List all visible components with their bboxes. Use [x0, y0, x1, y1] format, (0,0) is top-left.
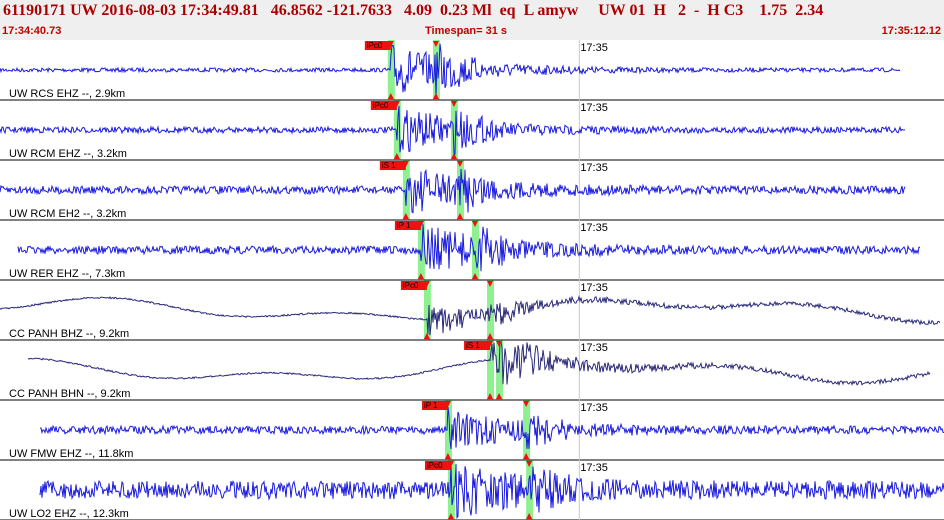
pick-label: iP 1: [424, 401, 438, 410]
trace-row[interactable]: 17:35 iPc0 UW RCM EHZ --, 3.2km: [0, 100, 944, 161]
pick-marker-top[interactable]: [447, 461, 454, 467]
pick-marker-bottom[interactable]: [523, 453, 530, 459]
pick-marker-bottom[interactable]: [432, 93, 439, 99]
minute-label: 17:35: [580, 342, 608, 354]
pick-marker-top[interactable]: [402, 161, 409, 167]
waveform: [0, 105, 906, 155]
pick-label: iPc0: [373, 101, 389, 110]
pick-marker-bottom[interactable]: [423, 333, 430, 339]
pick-window: [417, 220, 425, 280]
pick-marker-top[interactable]: [423, 281, 430, 287]
pick-marker-bottom[interactable]: [456, 213, 463, 219]
minute-label: 17:35: [580, 222, 608, 234]
pick-window: [444, 400, 452, 460]
trace-row[interactable]: 17:35 iP 1 UW FMW EHZ --, 11.8km: [0, 400, 944, 461]
trace-row[interactable]: 17:35 iS 1 UW RCM EH2 --, 3.2km: [0, 160, 944, 221]
pick-marker-top[interactable]: [387, 41, 394, 47]
pick-flag[interactable]: [394, 221, 421, 230]
pick-marker-bottom[interactable]: [444, 453, 451, 459]
pick-window: [523, 400, 531, 460]
trace-row[interactable]: 17:35 iPc0 UW LO2 EHZ --, 12.3km: [0, 460, 944, 520]
channel-label: UW RER EHZ --, 7.3km: [9, 268, 125, 280]
pick-marker-bottom[interactable]: [387, 93, 394, 99]
minute-label: 17:35: [580, 42, 608, 54]
pick-label: iS 1: [466, 341, 480, 350]
pick-marker-bottom[interactable]: [487, 393, 494, 399]
pick-marker-bottom[interactable]: [402, 213, 409, 219]
pick-window: [526, 460, 534, 520]
pick-marker-top[interactable]: [472, 221, 479, 227]
pick-window: [487, 340, 495, 400]
pick-flag[interactable]: [370, 101, 397, 110]
event-title: 61190171 UW 2016-08-03 17:34:49.81 46.85…: [3, 2, 824, 19]
trace-row[interactable]: 17:35 iP 1 UW RER EHZ --, 7.3km: [0, 220, 944, 281]
pick-marker-bottom[interactable]: [496, 393, 503, 399]
pick-window: [472, 220, 480, 280]
pick-window: [423, 280, 431, 340]
channel-label: UW RCM EH2 --, 3.2km: [9, 208, 126, 220]
pick-marker-top[interactable]: [496, 341, 503, 347]
pick-label: iPc0: [403, 281, 419, 290]
pick-marker-bottom[interactable]: [487, 333, 494, 339]
timespan-label: Timespan= 31 s: [425, 25, 508, 37]
pick-marker-top[interactable]: [417, 221, 424, 227]
pick-marker-top[interactable]: [526, 461, 533, 467]
minute-label: 17:35: [580, 162, 608, 174]
pick-marker-top[interactable]: [432, 41, 439, 47]
waveform: [39, 463, 944, 520]
minute-label: 17:35: [580, 402, 608, 414]
waveform: [27, 341, 931, 387]
pick-label: iP 1: [397, 221, 411, 230]
seismogram-panel[interactable]: 17:35 iPc0 UW RCS EHZ --, 2.9km 17:35 iPc0 UW…: [0, 40, 944, 520]
minute-label: 17:35: [580, 282, 608, 294]
waveform: [17, 224, 921, 272]
waveform: [39, 406, 944, 450]
pick-marker-top[interactable]: [393, 101, 400, 107]
pick-marker-top[interactable]: [487, 281, 494, 287]
pick-marker-bottom[interactable]: [450, 153, 457, 159]
waveform: [0, 295, 941, 336]
pick-marker-bottom[interactable]: [472, 273, 479, 279]
channel-label: UW RCS EHZ --, 2.9km: [9, 88, 125, 100]
pick-window: [387, 40, 395, 100]
pick-flag[interactable]: [421, 401, 448, 410]
pick-flag[interactable]: [364, 41, 391, 50]
pick-marker-bottom[interactable]: [526, 513, 533, 519]
pick-flag[interactable]: [400, 281, 427, 290]
pick-label: iPc0: [427, 461, 443, 470]
pick-marker-bottom[interactable]: [447, 513, 454, 519]
waveform: [0, 43, 901, 99]
channel-label: CC PANH BHN --, 9.2km: [9, 388, 130, 400]
pick-marker-top[interactable]: [456, 161, 463, 167]
waveform: [0, 168, 906, 214]
pick-label: iPc0: [367, 41, 383, 50]
pick-marker-bottom[interactable]: [417, 273, 424, 279]
end-time-label: 17:35:12.12: [881, 25, 941, 37]
event-header: 61190171 UW 2016-08-03 17:34:49.81 46.85…: [0, 0, 944, 40]
pick-flag[interactable]: [464, 341, 491, 350]
pick-flag[interactable]: [424, 461, 451, 470]
pick-marker-top[interactable]: [523, 401, 530, 407]
channel-label: CC PANH BHZ --, 9.2km: [9, 328, 129, 340]
pick-marker-bottom[interactable]: [393, 153, 400, 159]
channel-label: UW LO2 EHZ --, 12.3km: [9, 508, 129, 520]
minute-label: 17:35: [580, 462, 608, 474]
pick-marker-top[interactable]: [450, 101, 457, 107]
trace-row[interactable]: 17:35 iPc0 CC PANH BHZ --, 9.2km: [0, 280, 944, 341]
minute-label: 17:35: [580, 102, 608, 114]
pick-marker-top[interactable]: [444, 401, 451, 407]
channel-label: UW FMW EHZ --, 11.8km: [9, 448, 133, 460]
trace-row[interactable]: 17:35 iS 1 CC PANH BHN --, 9.2km: [0, 340, 944, 401]
channel-label: UW RCM EHZ --, 3.2km: [9, 148, 127, 160]
pick-flag[interactable]: [379, 161, 406, 170]
pick-window: [450, 100, 458, 160]
pick-label: iS 1: [382, 161, 396, 170]
trace-row[interactable]: 17:35 iPc0 UW RCS EHZ --, 2.9km: [0, 40, 944, 101]
start-time-label: 17:34:40.73: [2, 25, 62, 37]
pick-marker-top[interactable]: [487, 341, 494, 347]
